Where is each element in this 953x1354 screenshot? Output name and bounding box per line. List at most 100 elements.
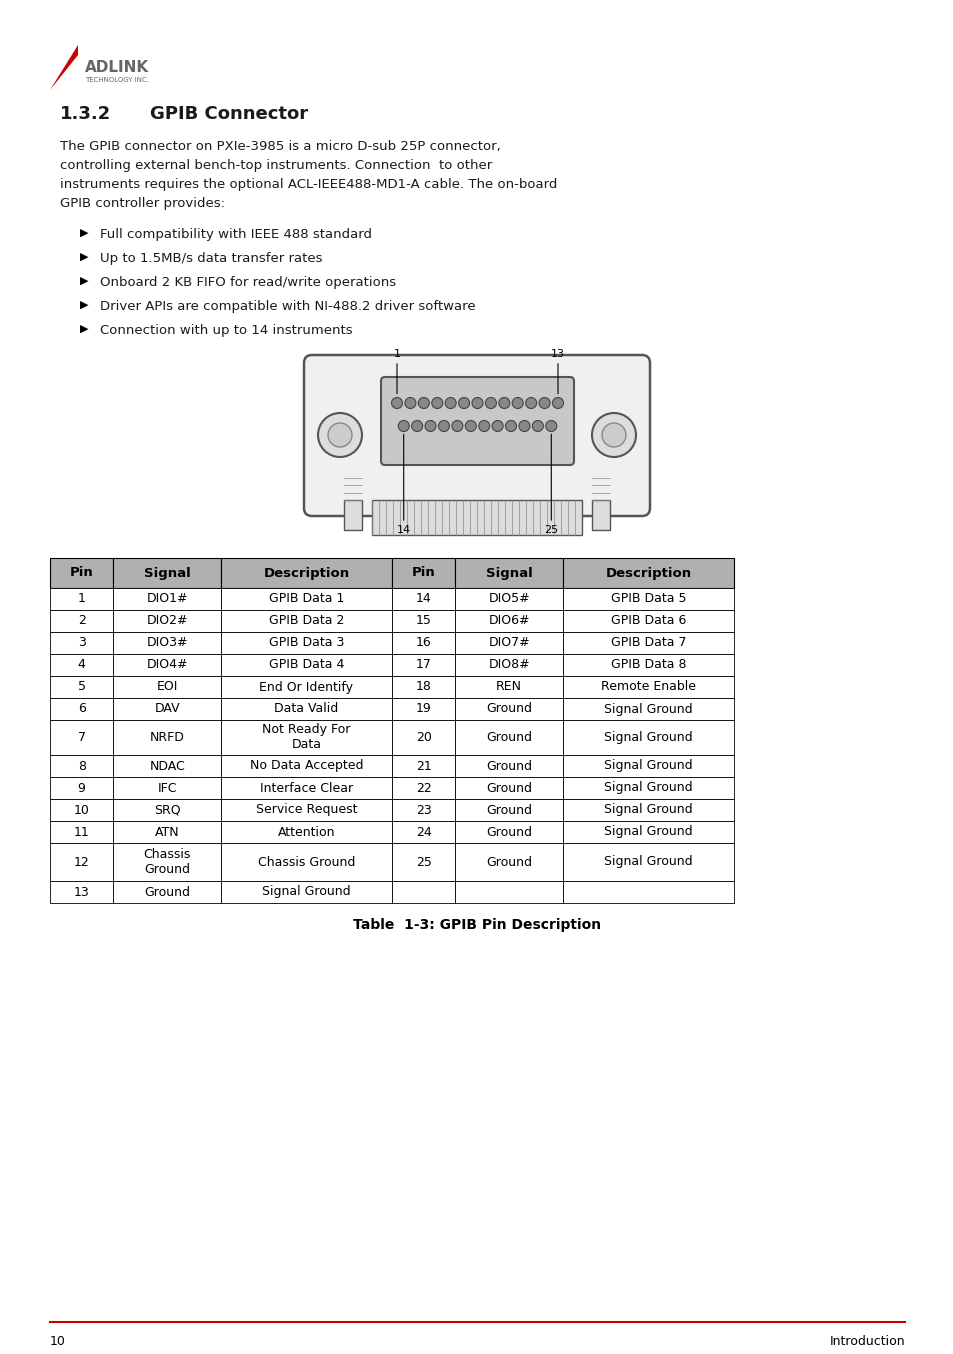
Text: Ground: Ground [486, 826, 532, 838]
Circle shape [397, 421, 409, 432]
Text: GPIB Data 7: GPIB Data 7 [610, 636, 685, 650]
Bar [455, 777, 562, 799]
Circle shape [438, 421, 449, 432]
Bar [392, 676, 455, 699]
Circle shape [532, 421, 543, 432]
Bar [113, 699, 221, 720]
Bar [562, 558, 733, 588]
Bar [221, 588, 392, 611]
Bar [455, 844, 562, 881]
Text: 10: 10 [50, 1335, 66, 1349]
Text: Signal Ground: Signal Ground [262, 886, 351, 899]
Circle shape [328, 422, 352, 447]
Circle shape [465, 421, 476, 432]
Text: 6: 6 [77, 703, 86, 715]
Text: EOI: EOI [156, 681, 177, 693]
Circle shape [518, 421, 530, 432]
Bar [221, 756, 392, 777]
Text: DIO1#: DIO1# [146, 593, 188, 605]
Circle shape [445, 398, 456, 409]
Text: 14: 14 [396, 525, 411, 535]
Text: 25: 25 [416, 856, 431, 868]
Text: Ground: Ground [144, 886, 190, 899]
Bar [113, 676, 221, 699]
Bar [562, 777, 733, 799]
Text: controlling external bench-top instruments. Connection  to other: controlling external bench-top instrumen… [60, 158, 492, 172]
Text: Description: Description [605, 566, 691, 580]
Circle shape [418, 398, 429, 409]
Bar [221, 881, 392, 903]
Text: Signal Ground: Signal Ground [603, 856, 692, 868]
Bar [221, 632, 392, 654]
Bar [455, 654, 562, 676]
Bar [392, 799, 455, 821]
Bar [113, 588, 221, 611]
Text: 13: 13 [73, 886, 90, 899]
Circle shape [552, 398, 563, 409]
Circle shape [432, 398, 442, 409]
Circle shape [525, 398, 537, 409]
Text: GPIB Data 3: GPIB Data 3 [269, 636, 344, 650]
Bar [392, 756, 455, 777]
Text: Not Ready For
Data: Not Ready For Data [262, 723, 351, 751]
Text: Up to 1.5MB/s data transfer rates: Up to 1.5MB/s data transfer rates [100, 252, 322, 265]
Text: Ground: Ground [486, 781, 532, 795]
Circle shape [485, 398, 496, 409]
Text: 3: 3 [77, 636, 86, 650]
Bar [221, 777, 392, 799]
Text: Ground: Ground [486, 760, 532, 773]
Circle shape [601, 422, 625, 447]
Text: SRQ: SRQ [153, 803, 180, 816]
Bar [455, 558, 562, 588]
Text: 15: 15 [416, 615, 431, 627]
Circle shape [404, 398, 416, 409]
Bar [562, 632, 733, 654]
Text: NDAC: NDAC [149, 760, 185, 773]
Text: GPIB Data 5: GPIB Data 5 [610, 593, 685, 605]
Bar [455, 632, 562, 654]
Bar [562, 654, 733, 676]
Text: Pin: Pin [70, 566, 93, 580]
Bar [113, 632, 221, 654]
Text: Description: Description [263, 566, 349, 580]
Circle shape [545, 421, 557, 432]
Text: Onboard 2 KB FIFO for read/write operations: Onboard 2 KB FIFO for read/write operati… [100, 276, 395, 288]
Text: GPIB Data 6: GPIB Data 6 [610, 615, 685, 627]
Bar [221, 611, 392, 632]
Text: Remote Enable: Remote Enable [600, 681, 696, 693]
Bar [392, 821, 455, 844]
Text: Attention: Attention [277, 826, 335, 838]
Circle shape [492, 421, 502, 432]
Text: 1.3.2: 1.3.2 [60, 106, 112, 123]
Bar [221, 699, 392, 720]
Text: Chassis Ground: Chassis Ground [257, 856, 355, 868]
Bar [50, 588, 113, 611]
Text: 4: 4 [77, 658, 86, 672]
Circle shape [498, 398, 509, 409]
Text: 13: 13 [551, 349, 564, 359]
Bar [113, 611, 221, 632]
Circle shape [592, 413, 636, 458]
Bar [50, 558, 113, 588]
Bar [562, 588, 733, 611]
Text: 20: 20 [416, 731, 431, 743]
Bar [221, 654, 392, 676]
Text: Signal Ground: Signal Ground [603, 731, 692, 743]
Text: 22: 22 [416, 781, 431, 795]
Text: 9: 9 [77, 781, 86, 795]
Circle shape [538, 398, 550, 409]
Text: GPIB Data 2: GPIB Data 2 [269, 615, 344, 627]
Bar [562, 676, 733, 699]
Text: DIO6#: DIO6# [488, 615, 529, 627]
Text: 12: 12 [73, 856, 90, 868]
Bar [50, 799, 113, 821]
Text: DIO7#: DIO7# [488, 636, 530, 650]
Text: GPIB Data 4: GPIB Data 4 [269, 658, 344, 672]
Text: Ground: Ground [486, 856, 532, 868]
Text: ▶: ▶ [80, 227, 89, 238]
Bar [113, 558, 221, 588]
Text: 5: 5 [77, 681, 86, 693]
FancyBboxPatch shape [304, 355, 649, 516]
Text: Connection with up to 14 instruments: Connection with up to 14 instruments [100, 324, 353, 337]
Text: Signal Ground: Signal Ground [603, 760, 692, 773]
